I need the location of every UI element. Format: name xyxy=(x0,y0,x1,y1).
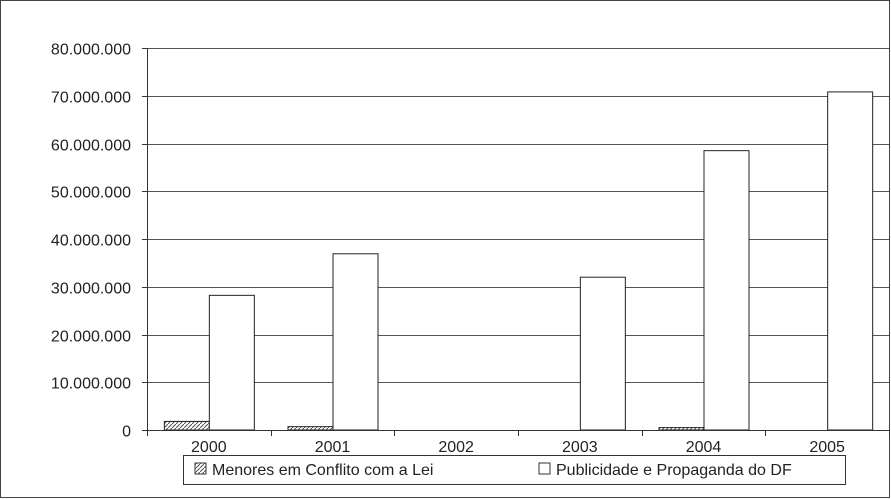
bar-publicidade-2003 xyxy=(579,276,626,431)
y-axis-ticks: 0 10.000.000 20.000.000 30.000.000 40.000.00… xyxy=(51,42,147,441)
y-tick-label: 30.000.000 xyxy=(51,281,131,298)
legend: Menores em Conflito com a Lei Publicidad… xyxy=(183,455,846,485)
bar-publicidade-2000 xyxy=(208,294,255,431)
x-tick-label: 2002 xyxy=(438,439,474,456)
y-tick-label: 40.000.000 xyxy=(51,233,131,250)
bar-publicidade-2005 xyxy=(827,91,874,431)
y-tick-label: 60.000.000 xyxy=(51,138,131,155)
legend-swatch-publicidade xyxy=(538,462,551,475)
gridlines xyxy=(147,48,889,383)
bar-menores-2001 xyxy=(287,426,334,431)
y-tick-label: 0 xyxy=(122,424,131,441)
y-tick-label: 50.000.000 xyxy=(51,185,131,202)
y-tick-label: 10.000.000 xyxy=(51,376,131,393)
legend-swatch-menores xyxy=(194,462,207,475)
x-tick-label: 2003 xyxy=(562,439,598,456)
legend-label-menores: Menores em Conflito com a Lei xyxy=(212,462,433,479)
legend-label-publicidade: Publicidade e Propaganda do DF xyxy=(556,462,792,479)
x-axis-ticks: 2000 2001 2002 2003 2004 2005 xyxy=(147,430,890,456)
bar-menores-2000 xyxy=(163,420,210,431)
x-tick-label: 2000 xyxy=(191,439,227,456)
y-tick-label: 20.000.000 xyxy=(51,329,131,346)
bar-menores-2004 xyxy=(658,427,705,431)
x-tick-label: 2001 xyxy=(315,439,351,456)
bar-publicidade-2004 xyxy=(703,150,750,431)
x-tick-label: 2005 xyxy=(809,439,845,456)
bar-publicidade-2001 xyxy=(332,253,379,431)
bars xyxy=(163,91,874,431)
legend-box xyxy=(183,455,846,485)
y-tick-label: 80.000.000 xyxy=(51,42,131,59)
y-tick-label: 70.000.000 xyxy=(51,90,131,107)
x-tick-label: 2004 xyxy=(686,439,722,456)
